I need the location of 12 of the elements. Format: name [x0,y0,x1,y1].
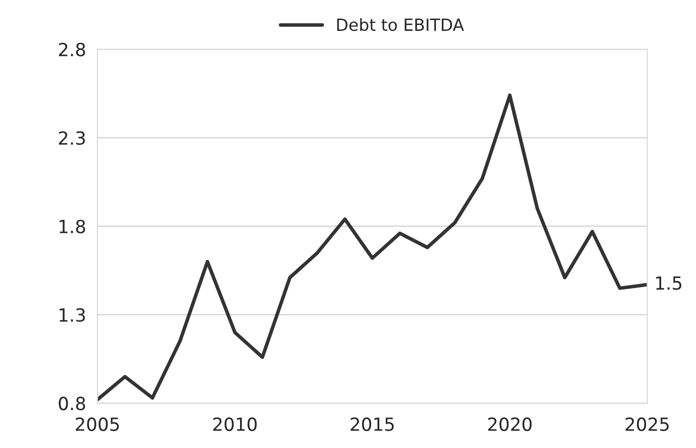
y-tick-label: 2.8 [58,42,86,56]
y-tick-label: 1.8 [60,220,86,234]
x-tick-label: 2020 [488,417,532,432]
data-label: 1.5 [656,276,682,290]
x-tick-label: 2010 [213,417,257,432]
x-tick-label: 2005 [76,417,119,432]
x-tick-label: 2025 [626,417,669,432]
x-tick-label: 2015 [350,417,394,432]
y-tick-label: 0.8 [58,396,86,410]
legend-label: Debt to EBITDA [337,18,464,32]
y-tick-label: 2.3 [58,131,85,145]
y-tick-label: 1.3 [60,308,85,322]
